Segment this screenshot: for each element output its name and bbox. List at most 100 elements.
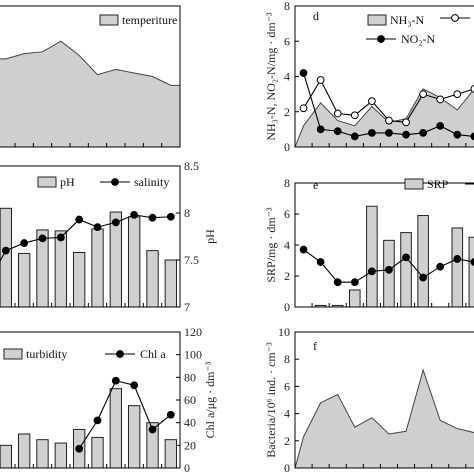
- turb-right-tick-label: 100: [184, 348, 202, 362]
- srp-bar: [400, 232, 412, 308]
- nitrogen-legend-nh3-marker: [451, 14, 459, 22]
- ph-salinity-point: [1, 246, 10, 255]
- nitrogen-no2-point: [385, 129, 393, 137]
- nh3-legend-label: NH₃-N: [390, 13, 425, 27]
- temp-legend-label: temperiture: [122, 13, 177, 27]
- bacteria-y-tick-label: 0: [284, 461, 290, 474]
- chl-legend-label: Chl a: [140, 347, 166, 361]
- ph-salinity-point: [148, 213, 157, 222]
- ph-bar: [146, 250, 159, 308]
- turb-chl-line: [78, 380, 172, 450]
- turb-legend-swatch: [3, 348, 23, 360]
- ph-bar: [54, 230, 68, 308]
- turb-bar: [36, 439, 49, 469]
- nitrogen-nh3-point: [419, 90, 428, 99]
- srp-srp-point: [402, 253, 410, 262]
- ph-salinity-point: [20, 239, 29, 247]
- srp-srp-point: [453, 255, 462, 263]
- nitrogen-nh3-point: [350, 111, 359, 120]
- nitrogen-legend-no2-marker: [377, 35, 385, 43]
- srp-bar: [451, 227, 464, 308]
- ph-salinity-point: [75, 215, 84, 224]
- bacteria-y-label: Bacteria/10⁶ ind. · cm⁻³: [264, 342, 278, 458]
- srp-srp-point: [419, 273, 428, 282]
- srp-bar: [348, 289, 361, 308]
- turb-bar: [109, 388, 123, 469]
- turb-right-tick-label: 40: [184, 416, 196, 430]
- srp-y-tick-label: 8: [284, 176, 290, 190]
- nitrogen-y-tick-label: 6: [284, 34, 290, 48]
- turb-bar: [54, 442, 68, 469]
- turb-right-tick-label: 80: [184, 370, 196, 384]
- nitrogen-no2-point: [367, 129, 376, 137]
- ph-right-tick-label: 8.5: [184, 159, 199, 173]
- turb-bar: [127, 405, 141, 469]
- turb-chl-point: [148, 425, 157, 434]
- turb-chl-point: [75, 444, 84, 453]
- nitrogen-no2-point: [470, 132, 474, 141]
- ph-salinity-point: [166, 212, 175, 221]
- srp-bar: [417, 215, 429, 308]
- nitrogen-nh3-point: [385, 116, 393, 125]
- bacteria-y-tick-label: 6: [284, 379, 290, 393]
- turb-right-tick-label: 120: [184, 325, 202, 339]
- ph-legend-salinity-marker: [111, 178, 119, 186]
- nitrogen-no2-point: [436, 121, 445, 130]
- srp-panel-letter: e: [313, 178, 318, 192]
- ph-right-tick-label: 7: [184, 300, 190, 314]
- srp-srp-point: [350, 278, 359, 287]
- turbidity-legend-label: turbidity: [26, 347, 67, 361]
- bacteria-area: [294, 368, 474, 469]
- ph-bar: [17, 252, 31, 308]
- srp-srp-point: [316, 258, 325, 266]
- nitrogen-no2-point: [299, 69, 308, 77]
- ph-salinity-point: [111, 218, 120, 227]
- ph-legend-label: pH: [60, 175, 75, 189]
- nitrogen-no2-point: [316, 125, 325, 134]
- nitrogen-y-tick-label: 2: [284, 105, 290, 119]
- temp-legend-swatch: [99, 14, 119, 26]
- nitrogen-nh3-point: [367, 97, 376, 106]
- turb-legend-chl-marker: [116, 350, 124, 358]
- ph-bar: [109, 211, 123, 308]
- nitrogen-nh3-point: [470, 84, 474, 93]
- bacteria-panel-letter: f: [313, 339, 317, 353]
- turb-chl-point: [93, 416, 102, 425]
- nitrogen-no2-point: [419, 129, 428, 137]
- srp-srp-point: [436, 262, 445, 271]
- ph-right-tick-label: 8: [184, 206, 190, 220]
- srp-srp-point: [299, 245, 308, 254]
- ph-bar: [127, 216, 141, 308]
- nitrogen-panel-letter: d: [313, 9, 319, 23]
- srp-bar: [468, 236, 474, 308]
- turb-chl-point: [111, 376, 120, 385]
- srp-y-tick-label: 2: [284, 269, 290, 283]
- ph-right-label: pH: [203, 229, 217, 244]
- turb-right-label: Chl a/μg · dm⁻³: [203, 361, 217, 438]
- nitrogen-nh3-point: [299, 104, 308, 113]
- temp-area: [0, 40, 181, 148]
- srp-y-tick-label: 4: [284, 238, 290, 252]
- srp-srp-point: [367, 267, 376, 276]
- nitrogen-y-tick-label: 8: [284, 0, 290, 13]
- ph-bar: [91, 228, 104, 308]
- srp-legend-label: SRP: [427, 177, 449, 191]
- srp-bar: [366, 205, 378, 308]
- nitrogen-y-tick-label: 0: [284, 140, 290, 154]
- nitrogen-y-tick-label: 4: [284, 70, 290, 84]
- srp-srp-point: [470, 258, 474, 266]
- bacteria-y-tick-label: 8: [284, 352, 290, 366]
- bacteria-y-tick-label: 2: [284, 434, 290, 448]
- turb-bar: [17, 433, 31, 469]
- nitrogen-nh3-point: [333, 109, 342, 118]
- bacteria-y-tick-label: 4: [284, 407, 290, 421]
- srp-srp-point: [333, 278, 342, 287]
- nitrogen-nh3-point: [436, 95, 445, 104]
- ph-salinity-point: [130, 210, 139, 219]
- turb-chl-point: [166, 410, 175, 419]
- nitrogen-no2-point: [350, 132, 359, 141]
- srp-legend-swatch: [404, 178, 424, 190]
- srp-y-tick-label: 0: [284, 300, 290, 314]
- ph-bar: [72, 251, 86, 308]
